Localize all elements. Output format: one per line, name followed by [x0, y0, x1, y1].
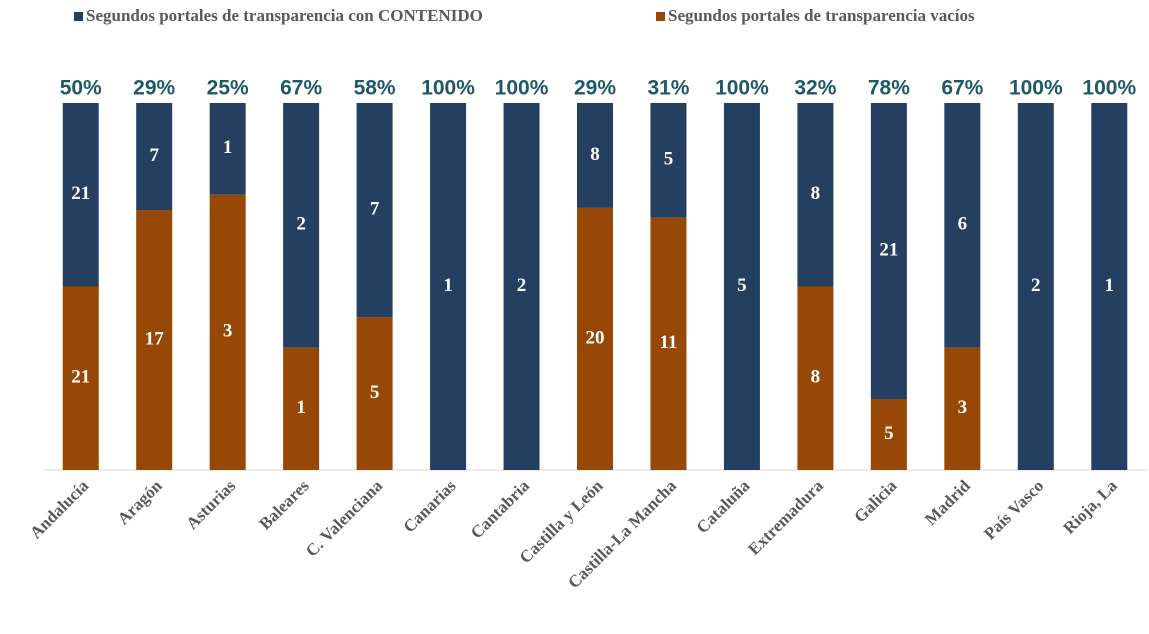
percent-label: 31% [647, 77, 689, 100]
x-tick-label: Cataluña [693, 476, 754, 537]
x-tick-label: Andalucía [26, 476, 93, 543]
data-label: 8 [811, 183, 821, 204]
data-label: 21 [879, 240, 898, 261]
bar-segment [62, 286, 99, 470]
data-label: 3 [223, 321, 233, 342]
x-tick-label: Extremadura [744, 476, 827, 559]
x-tick-label: Aragón [114, 476, 167, 529]
x-tick-label: País Vasco [980, 476, 1047, 543]
data-label: 7 [149, 145, 159, 166]
percent-label: 100% [715, 77, 769, 100]
bar-segment [503, 103, 540, 470]
x-tick-label: Baleares [255, 476, 313, 534]
bar-segment [797, 286, 834, 470]
data-label: 20 [586, 327, 605, 348]
x-tick-label: Madrid [921, 476, 974, 529]
percent-label: 67% [941, 77, 983, 100]
data-label: 1 [1105, 275, 1115, 296]
x-tick-label: Galicia [850, 476, 901, 527]
percent-label: 32% [794, 77, 836, 100]
data-label: 1 [443, 275, 453, 296]
data-label: 7 [370, 198, 380, 219]
data-label: 8 [811, 367, 821, 388]
bar-segment [870, 103, 907, 400]
x-tick-label: Rioja, La [1059, 476, 1121, 538]
data-label: 2 [1031, 275, 1041, 296]
bar-segment [944, 347, 981, 470]
data-label: 17 [145, 328, 165, 349]
bar-segment [62, 103, 99, 287]
percent-label: 29% [133, 77, 175, 100]
bar-segment [283, 347, 320, 470]
bar-segment [430, 103, 467, 470]
data-label: 2 [517, 275, 527, 296]
data-label: 11 [659, 332, 677, 353]
bar-segment [650, 103, 687, 218]
bar-segment [1017, 103, 1054, 470]
x-tick-label: C. Valenciana [302, 476, 387, 561]
bar-segment [209, 194, 246, 470]
data-label: 5 [370, 382, 380, 403]
bar-segment [577, 103, 613, 208]
bar-segment [944, 103, 981, 348]
data-label: 6 [958, 214, 968, 235]
bar-segment [577, 207, 613, 470]
bar-segment [356, 317, 393, 470]
data-label: 3 [958, 397, 968, 418]
data-label: 5 [884, 423, 894, 444]
x-tick-label: Asturias [182, 476, 239, 533]
legend-label: Segundos portales de transparencia vacío… [668, 6, 975, 25]
data-label: 21 [71, 367, 90, 388]
bar-segment [283, 103, 320, 348]
percent-label: 29% [574, 77, 616, 100]
percent-label: 100% [1082, 77, 1136, 100]
percent-label: 67% [280, 77, 322, 100]
legend-label: Segundos portales de transparencia con C… [86, 6, 483, 25]
bar-segment [1091, 103, 1128, 470]
x-tick-label: Canarias [399, 476, 459, 536]
x-tick-label: Cantabria [467, 476, 534, 543]
percent-label: 78% [868, 77, 910, 100]
legend-swatch [74, 12, 83, 21]
bar-segment [209, 103, 246, 195]
percent-label: 100% [421, 77, 475, 100]
bar-segment [870, 399, 907, 470]
bar-segment [356, 103, 393, 318]
legend-swatch [656, 12, 665, 21]
bar-segment [136, 103, 173, 211]
data-label: 21 [71, 183, 90, 204]
percent-label: 50% [60, 77, 102, 100]
percent-label: 100% [495, 77, 549, 100]
bar-segment [650, 217, 687, 470]
data-label: 1 [223, 137, 233, 158]
percent-label: 25% [207, 77, 249, 100]
data-label: 5 [737, 275, 747, 296]
percent-label: 100% [1009, 77, 1063, 100]
bar-segment [136, 210, 173, 470]
data-label: 5 [664, 149, 674, 170]
data-label: 8 [590, 144, 600, 165]
data-label: 1 [296, 397, 306, 418]
bar-segment [797, 103, 834, 287]
percent-label: 58% [354, 77, 396, 100]
bar-segment [723, 103, 760, 470]
data-label: 2 [296, 214, 306, 235]
